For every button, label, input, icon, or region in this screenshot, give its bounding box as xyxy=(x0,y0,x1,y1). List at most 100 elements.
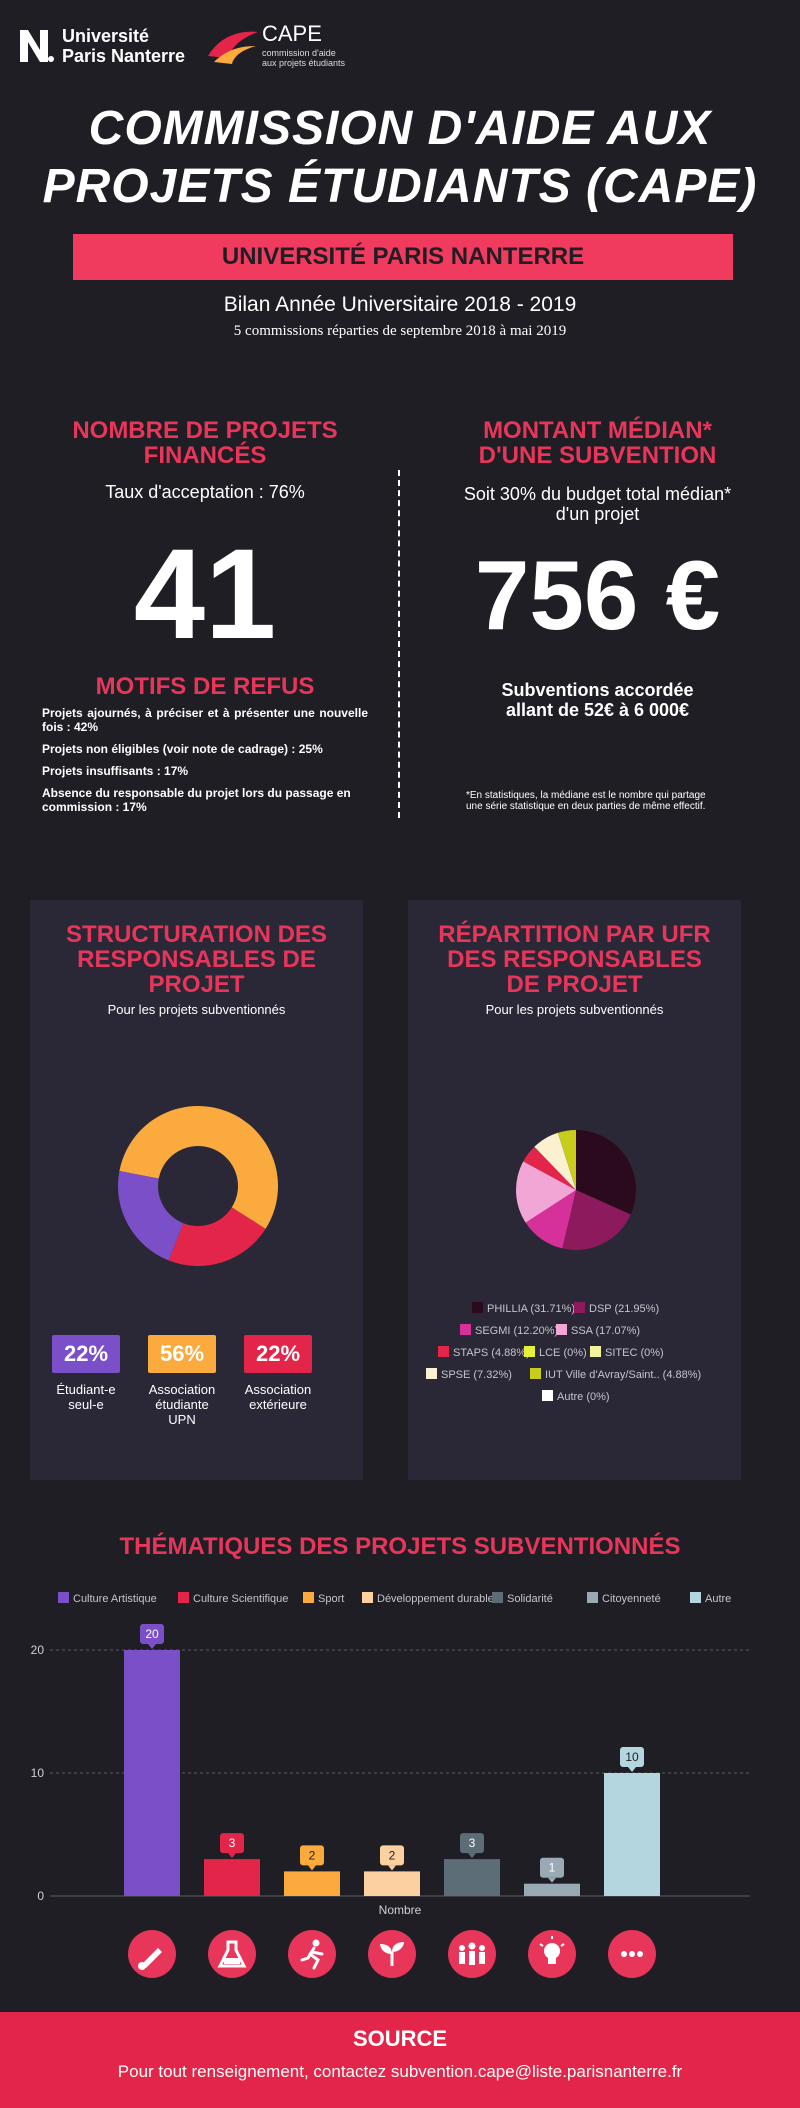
cape-title: CAPE xyxy=(262,21,322,46)
bar-value-label: 10 xyxy=(625,1750,639,1764)
ufr-pie-slice xyxy=(576,1130,636,1215)
badge-label: Association étudiante UPN xyxy=(148,1382,216,1427)
acceptance-rate: Taux d'acceptation : 76% xyxy=(105,482,305,502)
university-name-line2: Paris Nanterre xyxy=(62,46,186,66)
bar-value-pointer xyxy=(628,1767,636,1772)
percent-badge: 56% xyxy=(148,1335,216,1373)
bar-value-label: 20 xyxy=(145,1627,159,1641)
cape-flame-icon xyxy=(208,31,258,64)
themes-bar-chart: 0 10 20 20 3 2 2 3 1 10 Nombre xyxy=(31,1624,750,1917)
median-amount: 756 € xyxy=(474,540,721,650)
ufr-legend-item: Autre (0%) xyxy=(542,1390,610,1403)
bar xyxy=(284,1871,340,1896)
bar-value-label: 3 xyxy=(469,1836,476,1850)
bar-value-pointer xyxy=(148,1644,156,1649)
footer-title: SOURCE xyxy=(352,2026,448,2051)
ufr-pie-slice xyxy=(523,1146,576,1190)
main-title: COMMISSION D'AIDE AUX PROJETS ÉTUDIANTS … xyxy=(0,100,800,216)
structuration-sub: Pour les projets subventionnés xyxy=(107,1002,286,1017)
ufr-pie-slice xyxy=(516,1161,576,1223)
x-axis-label: Nombre xyxy=(379,1903,422,1917)
refusal-item: Projets insuffisants : 17% xyxy=(42,764,189,778)
more-icon xyxy=(608,1930,656,1978)
budget-note-line1: Soit 30% du budget total médian* xyxy=(463,484,732,504)
brush-icon xyxy=(128,1930,176,1978)
theme-legend-item: Solidarité xyxy=(492,1592,553,1605)
sprout-icon xyxy=(368,1930,416,1978)
median-footnote-line2: une série statistique en deux parties de… xyxy=(466,801,706,812)
bar xyxy=(444,1859,500,1896)
projects-count: 41 xyxy=(133,523,277,666)
university-mark-icon xyxy=(20,30,54,62)
ufr-pie-slice xyxy=(562,1190,631,1250)
footer-contact[interactable]: Pour tout renseignement, contactez subve… xyxy=(117,2062,683,2081)
badge-label: Association extérieure xyxy=(244,1382,312,1412)
badge-label: Étudiant-e seul-e xyxy=(56,1382,116,1412)
structuration-heading-line3: PROJET xyxy=(148,971,245,998)
theme-legend-item: Développement durable xyxy=(362,1592,494,1605)
median-heading-line1: MONTANT MÉDIAN* xyxy=(483,417,712,444)
projects-funded-heading-line2: FINANCÉS xyxy=(143,442,267,469)
theme-legend-item: Culture Scientifique xyxy=(178,1592,288,1605)
bar-value-pointer xyxy=(308,1865,316,1871)
ufr-sub: Pour les projets subventionnés xyxy=(485,1002,664,1017)
ufr-pie-chart xyxy=(516,1130,636,1250)
projects-funded-heading: NOMBRE DE PROJETS FINANCÉS xyxy=(30,418,380,468)
cape-logo: CAPE commission d'aide aux projets étudi… xyxy=(206,20,366,70)
ufr-legend-item: LCE (0%) xyxy=(524,1346,587,1359)
ufr-legend-item: SSA (17.07%) xyxy=(556,1324,640,1337)
people-icon xyxy=(448,1930,496,1978)
y-tick-label: 20 xyxy=(31,1643,45,1657)
y-tick-label: 10 xyxy=(31,1766,45,1780)
refusal-item: Absence du responsable du projet lors du… xyxy=(42,786,351,814)
donut-slice xyxy=(119,1106,278,1229)
cape-subtitle-2: aux projets étudiants xyxy=(262,58,346,68)
bar-value-label: 3 xyxy=(229,1836,236,1850)
median-footnote-line1: *En statistiques, la médiane est le nomb… xyxy=(466,790,706,801)
ufr-heading: RÉPARTITION PAR UFR DES RESPONSABLES DE … xyxy=(408,922,741,997)
bar-value-badge xyxy=(300,1845,324,1866)
structuration-panel: STRUCTURATION DES RESPONSABLES DE PROJET… xyxy=(30,900,363,1480)
subsidy-range-line2: allant de 52€ à 6 000€ xyxy=(505,700,690,720)
bar xyxy=(204,1859,260,1896)
bar xyxy=(364,1871,420,1896)
main-title-line1: COMMISSION D'AIDE AUX xyxy=(88,102,712,155)
budget-note: Soit 30% du budget total médian* d'un pr… xyxy=(420,484,775,524)
subsidy-range: Subventions accordée allant de 52€ à 6 0… xyxy=(420,680,775,720)
median-heading-line2: D'UNE SUBVENTION xyxy=(478,442,717,469)
ufr-pie-slice xyxy=(534,1132,576,1190)
budget-note-line2: d'un projet xyxy=(555,504,640,524)
bar-value-label: 2 xyxy=(389,1848,396,1862)
themes-heading: THÉMATIQUES DES PROJETS SUBVENTIONNÉS xyxy=(119,1533,681,1560)
projects-funded-heading-line1: NOMBRE DE PROJETS xyxy=(72,417,338,444)
subtitle: Bilan Année Universitaire 2018 - 2019 xyxy=(223,293,577,316)
bar xyxy=(524,1883,580,1896)
cape-subtitle-1: commission d'aide xyxy=(262,48,336,58)
bar-value-pointer xyxy=(388,1865,396,1871)
median-footnote: *En statistiques, la médiane est le nomb… xyxy=(466,790,776,812)
bar-value-badge xyxy=(380,1845,404,1866)
refusal-heading: MOTIFS DE REFUS xyxy=(95,673,315,700)
refusal-item: Projets ajournés, à préciser et à présen… xyxy=(42,706,368,734)
percent-badge: 22% xyxy=(52,1335,120,1373)
bar-value-label: 1 xyxy=(549,1861,556,1875)
ufr-legend-item: SEGMI (12.20%) xyxy=(460,1324,558,1337)
bar-value-badge xyxy=(620,1747,644,1767)
university-logo: Université Paris Nanterre xyxy=(18,24,208,68)
bar-value-badge xyxy=(220,1833,244,1854)
bar-value-badge xyxy=(460,1833,484,1854)
donut-slice xyxy=(168,1207,266,1266)
median-heading: MONTANT MÉDIAN* D'UNE SUBVENTION xyxy=(420,418,775,468)
donut-slice xyxy=(117,1171,184,1261)
structuration-heading-line2: RESPONSABLES DE xyxy=(77,946,316,973)
ufr-heading-line1: RÉPARTITION PAR UFR xyxy=(438,921,711,948)
ufr-panel: RÉPARTITION PAR UFR DES RESPONSABLES DE … xyxy=(408,900,741,1480)
structuration-donut-chart xyxy=(117,1106,278,1266)
bar-value-badge xyxy=(140,1624,164,1644)
percent-badge: 22% xyxy=(244,1335,312,1373)
bar-value-badge xyxy=(540,1857,564,1878)
ufr-pie-slice xyxy=(557,1130,576,1190)
university-name-line1: Université xyxy=(62,26,150,46)
theme-legend-item: Citoyenneté xyxy=(587,1592,661,1605)
ufr-legend-item: STAPS (4.88%) xyxy=(438,1346,530,1359)
